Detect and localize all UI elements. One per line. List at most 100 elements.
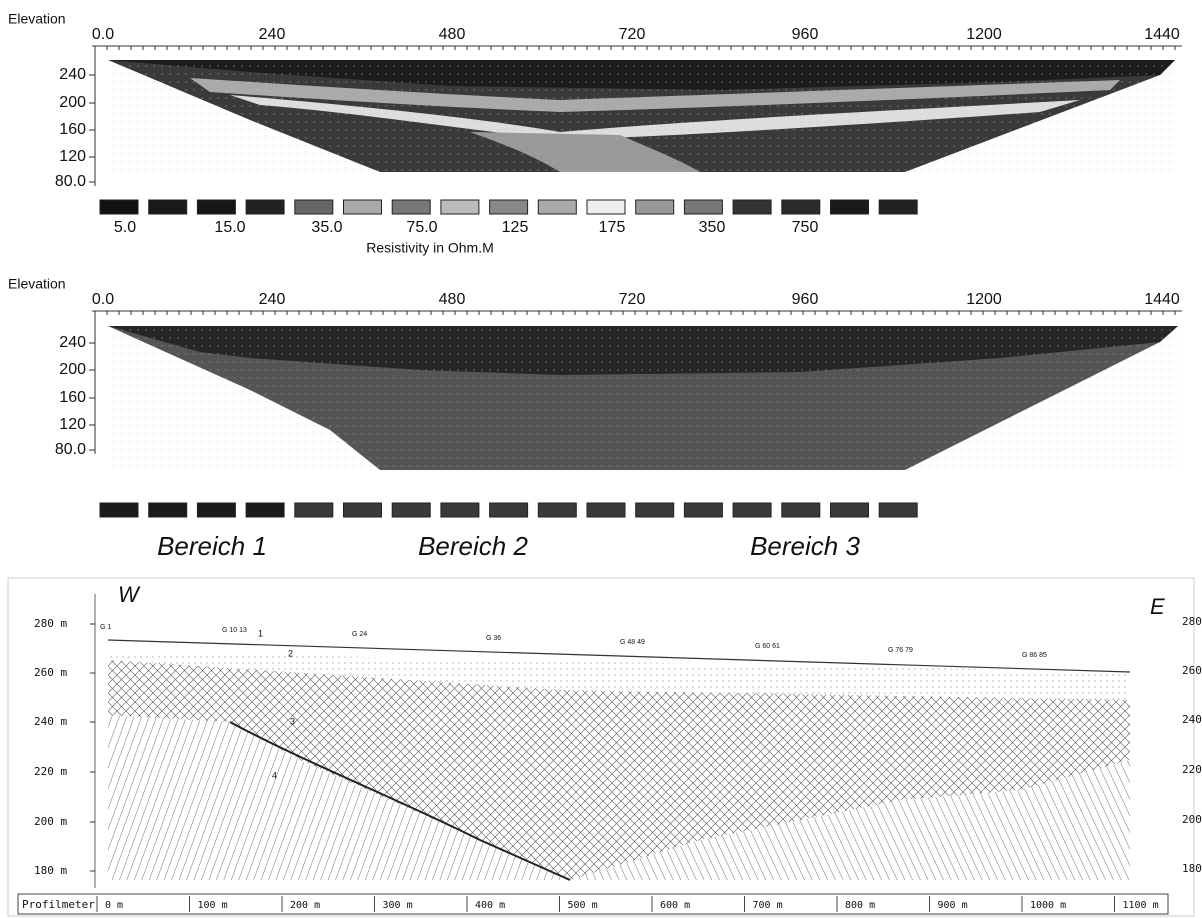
axis-title: Elevation [8,11,66,27]
legend-swatch [99,502,139,518]
profile-title: Profilmeter [22,898,95,911]
y-tick-label: 260 m [34,666,67,679]
section-1 [108,60,1175,172]
profile-tick: 400 m [475,900,505,911]
profile-tick: 600 m [660,900,690,911]
y-tick-label: 280 m [34,617,67,630]
layer-number: 2 [288,648,293,658]
section-2 [108,326,1178,470]
x-tick-label: 480 [439,291,466,308]
legend-swatch [391,502,431,518]
legend-swatch [586,199,626,215]
legend-swatch [343,199,382,215]
legend-swatch [196,199,236,215]
x-tick-label: 720 [619,26,646,43]
borehole-label: G 36 [486,635,501,642]
x-tick-label: 960 [792,291,819,308]
direction-label: E [1150,594,1165,619]
legend-swatch [586,502,626,518]
y-tick-label: 80.0 [55,441,86,458]
zone-label: Bereich 2 [418,531,528,561]
legend-swatch [683,199,723,215]
y-tick-label: 220 [1182,763,1202,776]
legend-swatch [781,199,821,215]
legend-swatch [635,502,675,518]
legend-label: 35.0 [311,219,342,236]
legend-2 [99,502,918,518]
legend-label: 175 [599,219,626,236]
legend-swatch [830,199,869,215]
x-tick-label: 240 [259,291,286,308]
legend-swatch [148,199,188,215]
profile-tick: 200 m [290,900,320,911]
legend-swatch [878,502,918,518]
y-tick-label: 240 [1182,713,1202,726]
y-tick-label: 240 [59,334,86,351]
legend-swatch [99,199,139,215]
y-tick-label: 260 [1182,664,1202,677]
y-tick-label: 180 [1182,862,1202,875]
y-tick-label: 180 m [34,864,67,877]
legend-swatch [878,199,918,215]
layer-number: 4 [272,770,277,780]
y-tick-label: 220 m [34,765,67,778]
borehole-label: G 1 [100,624,111,631]
legend-swatch [148,502,188,518]
y-tick-label: 240 m [34,715,67,728]
borehole-label: G 10 13 [222,627,247,634]
legend-label: 75.0 [406,219,437,236]
legend-swatch [440,502,480,518]
legend-swatch [635,199,675,215]
geologic-section [7,577,1195,917]
zone-label: Bereich 1 [157,531,267,561]
legend-label: 5.0 [114,219,136,236]
legend-swatch [489,502,529,518]
y-tick-label: 200 [1182,813,1202,826]
y-tick-label: 280 [1182,615,1202,628]
legend-swatch [537,502,577,518]
y-tick-label: 240 [59,66,86,83]
legend-swatch [196,502,236,518]
profile-tick: 1100 m [1123,900,1159,911]
y-tick-label: 160 [59,389,86,406]
legend-swatch [294,199,334,215]
legend-label: 15.0 [214,219,245,236]
borehole-label: G 76 79 [888,647,913,654]
x-tick-label: 1440 [1144,26,1180,43]
legend-swatch [781,502,821,518]
y-tick-label: 120 [59,148,86,165]
legend-1 [99,199,918,215]
legend-label: 125 [502,219,529,236]
profile-tick: 0 m [105,900,123,911]
legend-swatch [294,502,334,518]
borehole-label: G 48 49 [620,639,645,646]
x-tick-label: 1200 [966,291,1002,308]
legend-swatch [732,502,772,518]
x-tick-label: 1440 [1144,291,1180,308]
borehole-label: G 86 85 [1022,652,1047,659]
zone-label: Bereich 3 [750,531,860,561]
profile-tick: 300 m [383,900,413,911]
legend-swatch [683,502,723,518]
legend-swatch [245,502,285,518]
layer-number: 1 [258,628,263,638]
legend-swatch [245,199,285,215]
profile-tick: 500 m [568,900,598,911]
y-tick-label: 80.0 [55,173,86,190]
profile-tick: 700 m [753,900,783,911]
x-tick-label: 480 [439,26,466,43]
x-tick-label: 0.0 [92,291,114,308]
legend-swatch [391,199,431,215]
y-tick-label: 160 [59,121,86,138]
borehole-label: G 24 [352,631,367,638]
legend-swatch [732,199,772,215]
y-tick-label: 200 [59,361,86,378]
legend-swatch [343,502,382,518]
profile-tick: 100 m [198,900,228,911]
legend-label: 350 [699,219,726,236]
legend-title: Resistivity in Ohm.M [366,240,494,256]
legend-swatch [440,199,480,215]
borehole-label: G 60 61 [755,643,780,650]
